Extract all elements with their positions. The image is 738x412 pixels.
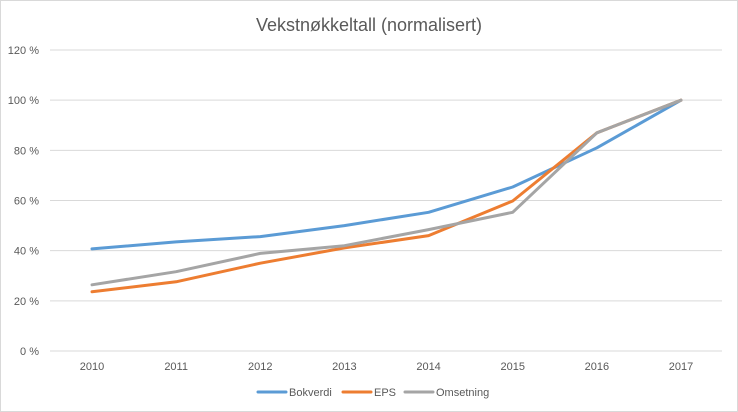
y-tick-label: 0 % [20, 346, 39, 358]
y-tick-label: 100 % [8, 95, 39, 107]
x-tick-label: 2013 [332, 361, 356, 373]
series-lines [90, 98, 683, 294]
chart-title: Vekstnøkkeltall (normalisert) [256, 15, 482, 35]
y-tick-label: 80 % [14, 145, 39, 157]
x-tick-label: 2011 [164, 361, 188, 373]
legend: Bokverdi EPS Omsetning [256, 387, 489, 399]
gridlines [50, 49, 722, 352]
legend-label-eps: EPS [374, 387, 396, 399]
x-tick-label: 2015 [500, 361, 524, 373]
y-tick-label: 40 % [14, 246, 39, 258]
y-axis-ticks: 0 % 20 % 40 % 60 % 80 % 100 % 120 % [8, 45, 39, 358]
x-tick-label: 2014 [416, 361, 440, 373]
series-line-omsetning [90, 98, 683, 287]
y-tick-label: 60 % [14, 196, 39, 208]
legend-label-omsetning: Omsetning [436, 387, 489, 399]
x-tick-label: 2010 [80, 361, 104, 373]
legend-label-bokverdi: Bokverdi [289, 387, 332, 399]
y-tick-label: 20 % [14, 296, 39, 308]
x-tick-label: 2017 [669, 361, 693, 373]
x-axis-ticks: 2010 2011 2012 2013 2014 2015 2016 2017 [80, 361, 693, 373]
series-line-bokverdi [90, 98, 683, 251]
series-line-eps [90, 98, 683, 294]
x-tick-label: 2012 [248, 361, 272, 373]
x-tick-label: 2016 [585, 361, 609, 373]
y-tick-label: 120 % [8, 45, 39, 57]
